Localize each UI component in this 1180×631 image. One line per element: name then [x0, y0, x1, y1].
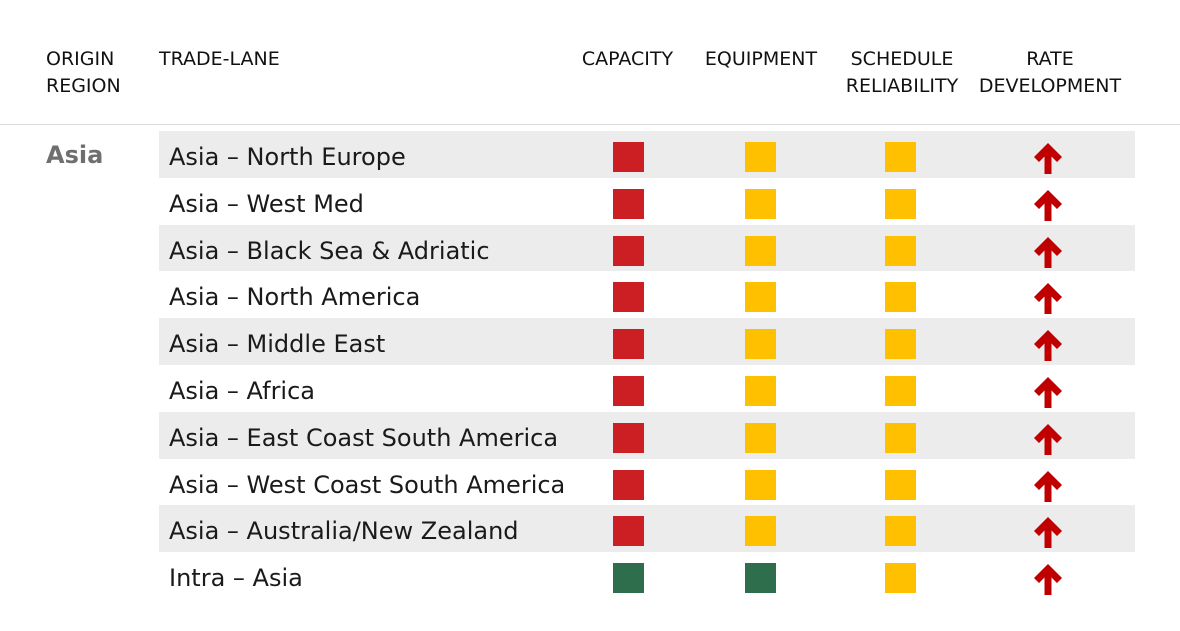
trade-lane-label: Asia – West Coast South America [169, 470, 566, 499]
header-schedule-reliability: SCHEDULE RELIABILITY [845, 48, 959, 97]
table-row: Asia – Black Sea & Adriatic [159, 224, 1135, 272]
schedule-reliability-status-square [885, 188, 916, 219]
header-capacity: CAPACITY [581, 48, 674, 70]
equipment-status-square [745, 282, 776, 313]
trade-lane-label: Asia – North America [169, 283, 421, 312]
capacity-status-square [613, 516, 644, 547]
equipment-status-square [745, 469, 776, 500]
schedule-reliability-status-square [885, 142, 916, 172]
trade-lane-label: Intra – Asia [169, 564, 303, 593]
up-arrow-icon [1034, 283, 1062, 315]
table-row: Intra – Asia [159, 552, 1135, 599]
schedule-reliability-status-square [885, 516, 916, 547]
trade-lane-label: Asia – Black Sea & Adriatic [169, 236, 490, 265]
table-row: Asia – North Europe [159, 131, 1135, 178]
up-arrow-icon [1034, 376, 1062, 408]
schedule-reliability-status-square [885, 469, 916, 500]
capacity-status-square [613, 563, 644, 594]
equipment-status-square [745, 188, 776, 219]
equipment-status-square [745, 516, 776, 547]
table-row: Asia – Middle East [159, 318, 1135, 365]
header-equipment: EQUIPMENT [704, 48, 818, 70]
capacity-status-square [613, 375, 644, 406]
up-arrow-icon [1034, 470, 1062, 502]
equipment-status-square [745, 142, 776, 172]
equipment-status-square [745, 235, 776, 266]
table-row: Asia – Australia/New Zealand [159, 505, 1135, 553]
up-arrow-icon [1034, 564, 1062, 596]
schedule-reliability-status-square [885, 235, 916, 266]
capacity-status-square [613, 188, 644, 219]
trade-lane-label: Asia – Middle East [169, 330, 386, 359]
table-row: Asia – West Coast South America [159, 459, 1135, 506]
equipment-status-square [745, 563, 776, 594]
up-arrow-icon [1034, 517, 1062, 549]
trade-lane-label: Asia – West Med [169, 189, 364, 218]
capacity-status-square [613, 235, 644, 266]
capacity-status-square [613, 469, 644, 500]
trade-lane-label: Asia – East Coast South America [169, 423, 559, 452]
trade-lane-label: Asia – North Europe [169, 143, 406, 171]
table-row: Asia – North America [159, 271, 1135, 318]
capacity-status-square [613, 142, 644, 172]
trade-lane-label: Asia – Africa [169, 376, 316, 405]
equipment-status-square [745, 329, 776, 360]
capacity-status-square [613, 329, 644, 360]
capacity-status-square [613, 282, 644, 313]
equipment-status-square [745, 375, 776, 406]
schedule-reliability-status-square [885, 375, 916, 406]
schedule-reliability-status-square [885, 563, 916, 594]
origin-region-label: Asia [46, 141, 104, 169]
trade-lane-label: Asia – Australia/New Zealand [169, 517, 519, 546]
header-origin-region: ORIGIN REGION [46, 48, 121, 97]
table-row: Asia – East Coast South America [159, 411, 1135, 459]
schedule-reliability-status-square [885, 329, 916, 360]
header-trade-lane: TRADE-LANE [159, 48, 280, 70]
table-row: Asia – West Med [159, 178, 1135, 225]
equipment-status-square [745, 422, 776, 453]
up-arrow-icon [1034, 330, 1062, 362]
up-arrow-icon [1034, 189, 1062, 221]
trade-lane-table: Asia – North Europe Asia – West Med Asia –… [159, 131, 1135, 599]
schedule-reliability-status-square [885, 422, 916, 453]
header-rate-development: RATE DEVELOPMENT [978, 48, 1122, 97]
table-header: ORIGIN REGION TRADE-LANE CAPACITY EQUIPM… [0, 0, 1180, 125]
up-arrow-icon [1034, 143, 1062, 174]
schedule-reliability-status-square [885, 282, 916, 313]
capacity-status-square [613, 422, 644, 453]
up-arrow-icon [1034, 236, 1062, 268]
table-row: Asia – Africa [159, 365, 1135, 412]
up-arrow-icon [1034, 423, 1062, 455]
